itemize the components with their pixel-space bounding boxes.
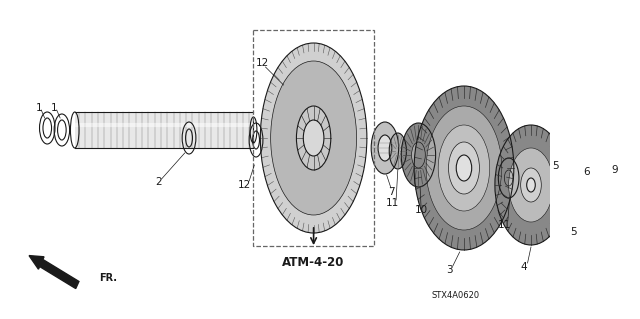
Ellipse shape: [495, 125, 567, 245]
Ellipse shape: [504, 170, 513, 186]
Ellipse shape: [630, 197, 640, 217]
Ellipse shape: [389, 133, 406, 169]
Ellipse shape: [296, 106, 331, 170]
Ellipse shape: [449, 142, 479, 194]
Ellipse shape: [401, 123, 436, 187]
Ellipse shape: [589, 189, 602, 211]
Text: 1: 1: [35, 103, 42, 113]
FancyArrow shape: [75, 112, 253, 148]
Ellipse shape: [303, 120, 324, 156]
Ellipse shape: [260, 43, 367, 233]
Text: 1: 1: [51, 103, 58, 113]
Ellipse shape: [499, 158, 519, 198]
Ellipse shape: [456, 155, 472, 181]
Text: 6: 6: [584, 167, 590, 177]
Ellipse shape: [521, 168, 541, 202]
Text: ATM-4-20: ATM-4-20: [282, 256, 345, 269]
FancyArrow shape: [29, 256, 79, 289]
Ellipse shape: [612, 193, 622, 213]
Ellipse shape: [378, 135, 392, 161]
Ellipse shape: [584, 178, 607, 222]
Text: 10: 10: [415, 205, 428, 215]
Text: 3: 3: [446, 265, 452, 275]
Text: FR.: FR.: [99, 273, 117, 283]
Text: 9: 9: [611, 165, 618, 175]
Ellipse shape: [527, 178, 535, 192]
Text: 2: 2: [156, 177, 163, 187]
Ellipse shape: [426, 106, 502, 230]
Text: 12: 12: [238, 180, 252, 190]
Text: 11: 11: [498, 220, 511, 230]
Text: 7: 7: [388, 187, 394, 197]
Text: 4: 4: [521, 262, 527, 272]
Text: STX4A0620: STX4A0620: [431, 291, 479, 300]
Text: 5: 5: [571, 227, 577, 237]
Ellipse shape: [414, 86, 514, 250]
Ellipse shape: [625, 188, 640, 226]
Text: 5: 5: [552, 161, 559, 171]
Ellipse shape: [371, 122, 399, 174]
Ellipse shape: [438, 125, 490, 211]
Ellipse shape: [607, 184, 627, 222]
Ellipse shape: [509, 148, 554, 222]
Text: 11: 11: [386, 198, 399, 208]
Ellipse shape: [412, 142, 426, 168]
Text: 12: 12: [255, 58, 269, 68]
Ellipse shape: [271, 61, 356, 215]
